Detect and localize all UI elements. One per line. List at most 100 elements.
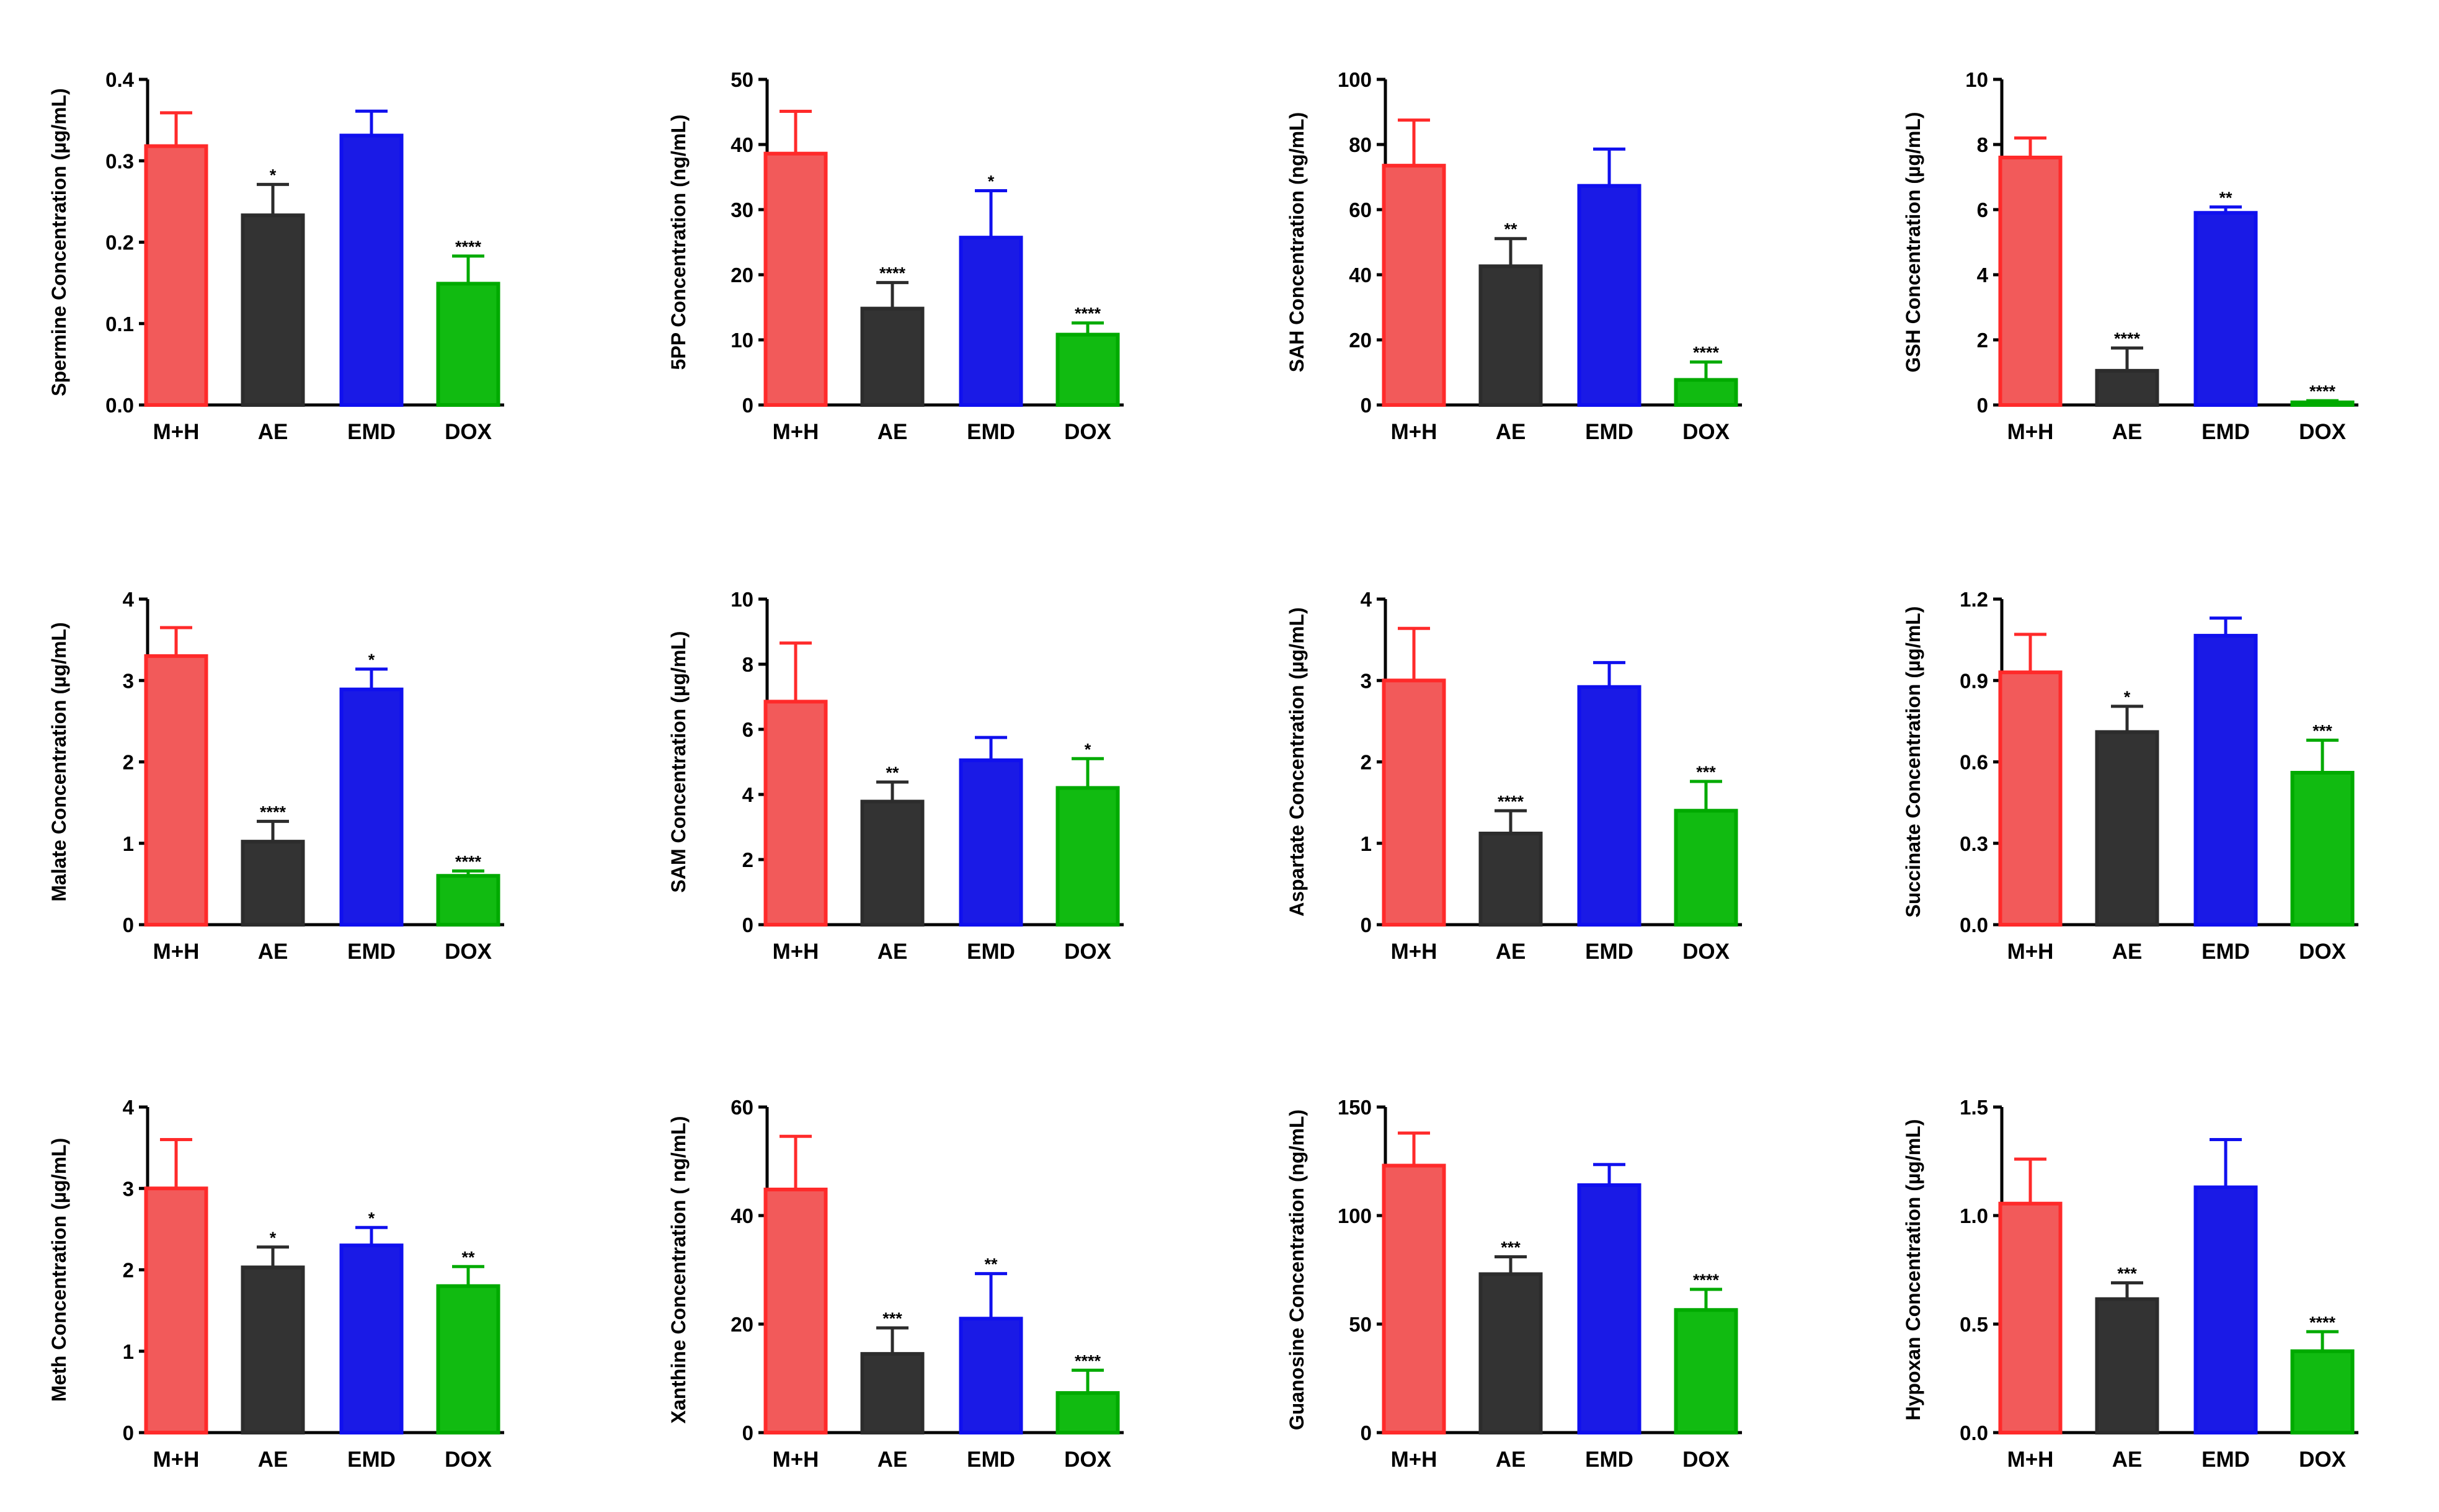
y-tick-label: 20 — [731, 264, 753, 287]
significance-label: * — [368, 1209, 375, 1227]
y-tick-label: 0.5 — [1960, 1313, 1988, 1336]
y-tick-label: 2 — [123, 1259, 134, 1282]
significance-label: * — [270, 1229, 277, 1247]
x-category-label: AE — [1496, 940, 1526, 964]
y-tick-label: 6 — [742, 718, 753, 741]
significance-label: *** — [2117, 1265, 2137, 1283]
y-tick-label: 0.3 — [105, 149, 134, 172]
y-tick-label: 50 — [1349, 1313, 1372, 1336]
bar-emd — [1577, 1183, 1642, 1434]
y-tick-label: 4 — [1977, 264, 1989, 287]
significance-label: **** — [879, 264, 906, 283]
y-tick-label: 0.9 — [1960, 669, 1988, 692]
bar-emd — [959, 758, 1023, 927]
significance-label: **** — [1693, 1271, 1720, 1289]
significance-label: ** — [461, 1248, 475, 1266]
bar-ae — [241, 840, 305, 927]
y-tick-label: 4 — [123, 588, 135, 611]
x-category-label: M+H — [153, 1448, 200, 1472]
y-tick-label: 60 — [731, 1096, 753, 1119]
bar-dox — [2290, 771, 2355, 927]
x-category-label: EMD — [967, 1448, 1015, 1472]
bar-dox — [1055, 786, 1120, 927]
y-tick-label: 20 — [1349, 329, 1372, 352]
chart-panel-10: 0 20 40 60 Xanthine Concentration ( ng/mL) M+… — [667, 1096, 1124, 1472]
y-tick-label: 4 — [742, 783, 754, 806]
bar-mplush — [1998, 156, 2063, 407]
bar-dox — [436, 1284, 500, 1434]
significance-label: **** — [260, 803, 287, 821]
x-category-label: M+H — [2007, 1448, 2054, 1472]
x-category-label: AE — [2112, 940, 2143, 964]
significance-label: **** — [455, 238, 482, 256]
y-axis-label: SAH Concentration (ng/mL) — [1286, 112, 1308, 373]
chart-panel-9: 0 1 2 3 4 Meth Concentration (µg/mL) M+H AE * EMD… — [48, 1096, 504, 1472]
y-tick-label: 0.0 — [105, 394, 134, 417]
significance-label: * — [988, 172, 995, 191]
y-tick-label: 6 — [1977, 198, 1988, 221]
significance-label: **** — [455, 852, 482, 871]
bar-ae — [2095, 1297, 2159, 1434]
y-axis-label: Spermine Concentration (µg/mL) — [48, 88, 70, 396]
bar-emd — [2193, 634, 2258, 927]
y-tick-label: 0 — [1977, 394, 1988, 417]
bar-dox — [1674, 809, 1738, 927]
significance-label: * — [2124, 688, 2131, 706]
significance-label: **** — [2309, 382, 2336, 401]
y-tick-label: 0.2 — [105, 231, 134, 254]
x-category-label: EMD — [1585, 1448, 1633, 1472]
bar-mplush — [1382, 678, 1446, 927]
chart-panel-8: 0.0 0.3 0.6 0.9 1.2 Succinate Concentration (… — [1902, 588, 2358, 964]
x-category-label: DOX — [1682, 940, 1730, 964]
x-category-label: M+H — [1391, 420, 1437, 444]
bar-mplush — [1998, 670, 2063, 927]
bar-dox — [436, 282, 500, 407]
significance-label: *** — [882, 1309, 902, 1328]
y-axis-label: Succinate Concentration (µg/mL) — [1902, 606, 1924, 917]
significance-label: * — [1085, 740, 1091, 758]
y-tick-label: 1.2 — [1960, 588, 1988, 611]
bar-ae — [1478, 264, 1543, 407]
y-tick-label: 100 — [1338, 68, 1372, 91]
x-category-label: DOX — [2299, 940, 2347, 964]
y-tick-label: 4 — [123, 1096, 135, 1119]
x-category-label: DOX — [1682, 420, 1730, 444]
bar-emd — [1577, 685, 1642, 927]
chart-panel-2: 0 10 20 30 40 50 5PP Concentration (ng/mL) M+H A… — [667, 68, 1124, 444]
bar-emd — [339, 133, 404, 407]
x-category-label: DOX — [445, 1448, 492, 1472]
chart-panel-11: 0 50 100 150 Guanosine Concentration (ng/mL)… — [1286, 1096, 1742, 1472]
x-category-label: DOX — [1064, 1448, 1112, 1472]
significance-label: ** — [984, 1255, 998, 1274]
y-tick-label: 0 — [1361, 914, 1372, 936]
y-tick-label: 0 — [742, 914, 753, 936]
y-axis-label: Hypoxan Concentration (µg/mL) — [1902, 1119, 1924, 1421]
x-category-label: M+H — [2007, 940, 2054, 964]
y-tick-label: 50 — [731, 68, 753, 91]
x-category-label: EMD — [2201, 1448, 2250, 1472]
y-tick-label: 8 — [742, 653, 753, 676]
bar-mplush — [1998, 1201, 2063, 1434]
bar-mplush — [763, 700, 828, 927]
x-category-label: AE — [258, 940, 288, 964]
bar-dox — [2290, 1349, 2355, 1434]
y-axis-label: 5PP Concentration (ng/mL) — [667, 115, 690, 370]
x-category-label: M+H — [1391, 940, 1437, 964]
x-category-label: AE — [877, 940, 908, 964]
y-tick-label: 1.0 — [1960, 1204, 1988, 1227]
y-axis-label: Meth Concentration (µg/mL) — [48, 1138, 70, 1402]
x-category-label: EMD — [1585, 420, 1633, 444]
x-category-label: M+H — [773, 940, 819, 964]
chart-panel-3: 0 20 40 60 80 100 SAH Concentration (ng/mL) M+H… — [1286, 68, 1742, 444]
bar-emd — [1577, 184, 1642, 407]
x-category-label: DOX — [2299, 420, 2347, 444]
y-axis-label: Malate Concentration (µg/mL) — [48, 622, 70, 901]
bar-mplush — [144, 1186, 208, 1434]
y-tick-label: 0 — [123, 914, 134, 936]
x-category-label: AE — [877, 1448, 908, 1472]
significance-label: * — [368, 651, 375, 669]
significance-label: ** — [1504, 220, 1517, 239]
bar-emd — [339, 1243, 404, 1434]
bar-ae — [241, 213, 305, 407]
